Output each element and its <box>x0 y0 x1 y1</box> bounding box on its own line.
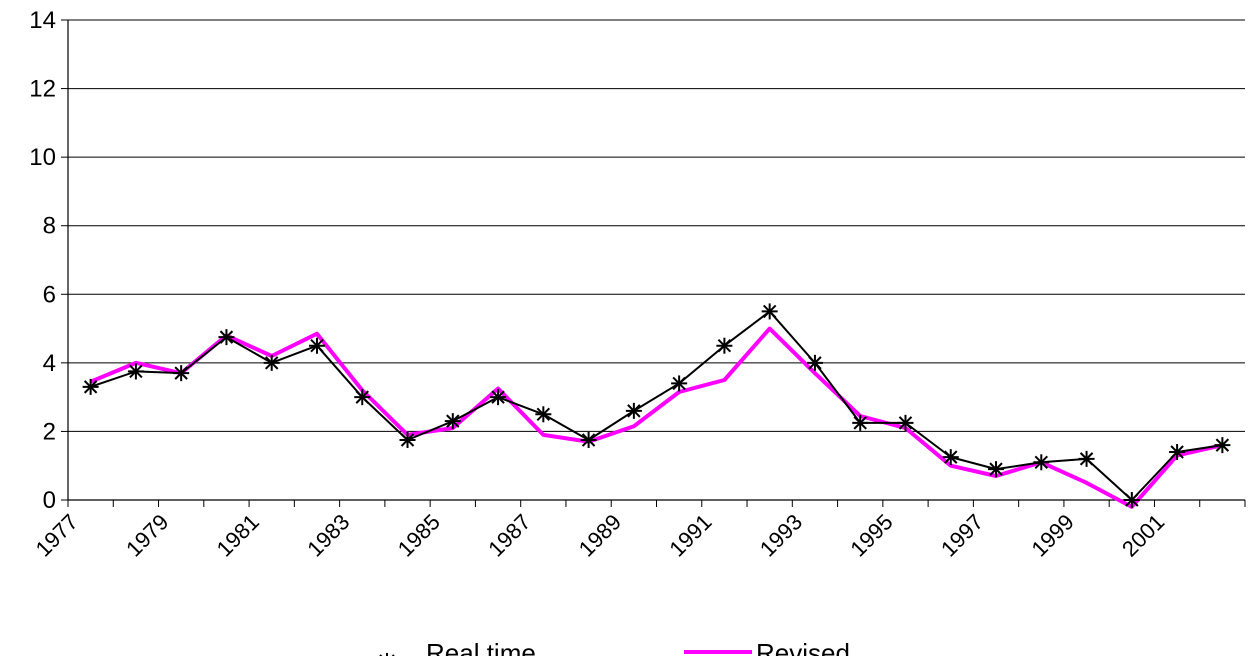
y-axis-ticks: 0 2 4 6 8 10 12 14 <box>29 7 68 514</box>
series-line-real-time <box>90 310 1223 501</box>
x-tick-label: 1987 <box>483 509 535 561</box>
x-tick-label: 1979 <box>121 509 173 561</box>
x-tick-label: 1991 <box>664 509 716 561</box>
data-point-real-time <box>490 389 507 406</box>
data-point-real-time <box>127 363 144 380</box>
data-point-real-time <box>444 413 461 430</box>
series-layer <box>82 303 1231 509</box>
y-tick-label: 8 <box>43 213 56 240</box>
data-point-real-time <box>1214 437 1231 454</box>
data-point-real-time <box>354 389 371 406</box>
y-tick-label: 12 <box>29 76 56 103</box>
legend-label-revised: Revised <box>756 638 850 656</box>
data-point-real-time <box>897 414 914 431</box>
x-tick-label: 1981 <box>212 509 264 561</box>
x-tick-label: 1983 <box>302 509 354 561</box>
data-point-real-time <box>173 365 190 382</box>
data-point-real-time <box>761 303 778 320</box>
x-tick-label: 1985 <box>393 509 445 561</box>
data-point-real-time <box>625 402 642 419</box>
data-point-real-time <box>308 337 325 354</box>
data-point-real-time <box>988 461 1005 478</box>
x-tick-label: 2001 <box>1117 509 1169 561</box>
y-tick-label: 2 <box>43 418 56 445</box>
data-point-real-time <box>716 337 733 354</box>
y-tick-label: 6 <box>43 281 56 308</box>
data-point-real-time <box>82 378 99 395</box>
legend: Real time Revised <box>379 638 850 656</box>
data-point-real-time <box>399 432 416 448</box>
plot-area <box>68 20 1245 500</box>
legend-item-revised: Revised <box>684 638 850 656</box>
data-point-real-time <box>1169 444 1186 460</box>
data-point-real-time <box>218 329 235 346</box>
legend-label-real-time: Real time <box>426 638 536 656</box>
x-tick-label: 1997 <box>936 509 988 561</box>
data-point-real-time <box>806 354 823 371</box>
data-point-real-time <box>852 414 869 431</box>
data-point-real-time <box>671 375 688 392</box>
x-tick-label: 1989 <box>574 509 626 561</box>
data-point-real-time <box>1033 454 1050 471</box>
legend-item-real-time: Real time <box>379 638 536 656</box>
x-tick-label: 1993 <box>755 509 807 561</box>
x-tick-label: 1999 <box>1026 509 1078 561</box>
y-tick-label: 10 <box>29 144 56 171</box>
x-tick-label: 1995 <box>845 509 897 561</box>
y-tick-label: 0 <box>43 487 56 514</box>
data-point-real-time <box>1078 450 1095 467</box>
y-tick-label: 4 <box>43 350 56 377</box>
data-point-real-time <box>1123 492 1140 508</box>
data-point-real-time <box>580 432 597 448</box>
data-point-real-time <box>263 354 280 371</box>
data-point-real-time <box>942 449 959 466</box>
series-line-revised <box>89 326 1223 509</box>
data-point-real-time <box>535 406 552 423</box>
x-tick-label: 1977 <box>31 509 83 561</box>
y-tick-label: 14 <box>29 7 56 34</box>
x-axis-ticks: 1977 1979 1981 1983 1985 1987 1989 1991 1993 1995… <box>31 500 1246 561</box>
